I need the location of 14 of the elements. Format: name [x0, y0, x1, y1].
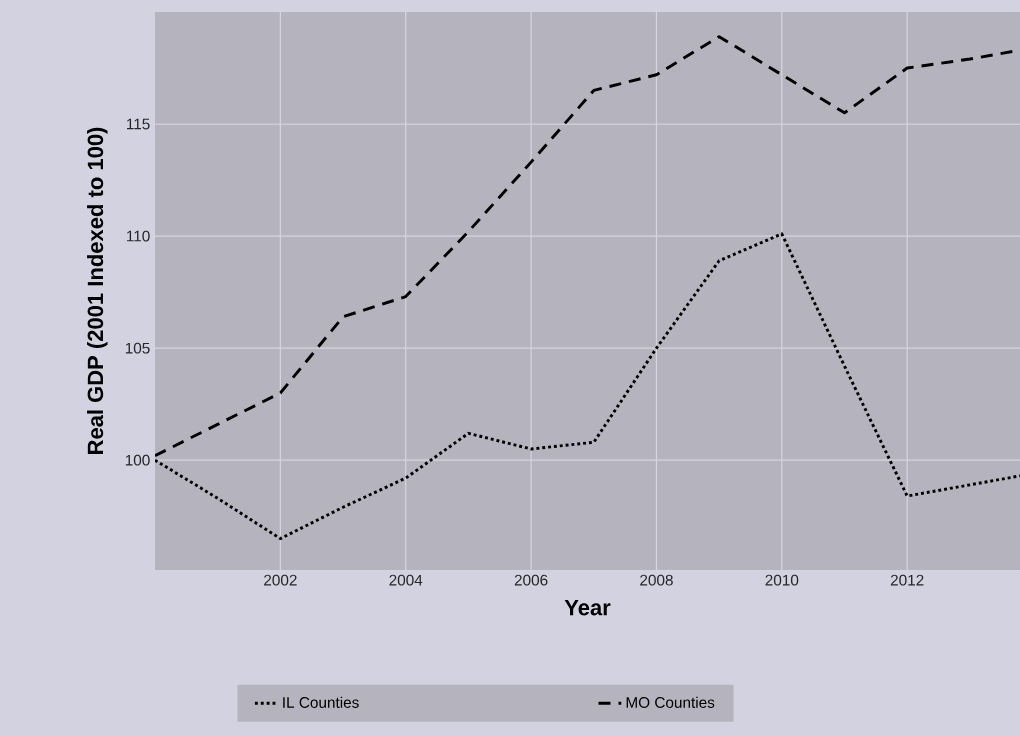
- y-tick-label: 110: [127, 230, 150, 242]
- y-tick-label: 115: [127, 118, 150, 130]
- x-tick-label: 2004: [389, 574, 423, 586]
- x-tick-label: 2010: [765, 574, 799, 586]
- legend-label: MO Counties: [626, 696, 715, 708]
- x-tick-label: 2002: [264, 574, 297, 586]
- x-tick-label: 2012: [890, 574, 924, 586]
- y-tick-label: 100: [125, 454, 150, 466]
- y-tick-label: 105: [125, 342, 150, 354]
- x-tick-label: 2008: [640, 574, 673, 586]
- x-tick-label: 2006: [514, 574, 548, 586]
- y-axis-title: Real GDP (2001 Indexed to 100): [87, 127, 108, 454]
- legend-label: IL Counties: [283, 696, 359, 708]
- x-axis-title: Year: [564, 600, 611, 616]
